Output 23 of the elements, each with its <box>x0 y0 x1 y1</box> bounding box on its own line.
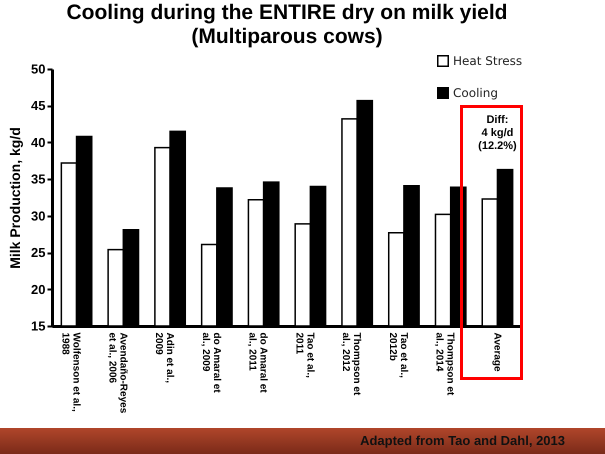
y-tick-label: 15 <box>31 318 46 334</box>
y-tick-label: 35 <box>31 172 46 187</box>
x-tick-label: do Amaral et al., 2009 <box>200 332 222 394</box>
y-axis-title: Milk Production, kg/d <box>7 127 24 269</box>
y-tick-label: 20 <box>31 282 46 297</box>
y-tick-label: 50 <box>31 62 46 76</box>
x-tick-label: Wolfenson et al., 1988 <box>60 332 82 412</box>
x-tick-label: Average <box>491 332 502 372</box>
x-tick-label: Tao et al., 2012b <box>386 332 409 378</box>
x-tick-label: Thompson et al., 2012 <box>340 332 362 396</box>
x-tick-label: Avendaño-Reyes et al., 2006 <box>106 332 128 414</box>
y-tick-label: 25 <box>31 245 46 260</box>
legend-label: Cooling <box>453 86 498 100</box>
annotation: Diff: 4 kg/d (12.2%) <box>478 114 518 152</box>
x-tick-label: Adin et al., 2009 <box>153 332 176 384</box>
text: Adapted from Tao and Dahl, 2013 <box>0 428 605 454</box>
legend-label: Heat Stress <box>453 54 522 68</box>
chart-title: Cooling during the ENTIRE dry on milk yield (Multiparous cows) <box>66 1 508 48</box>
y-tick-label: 45 <box>31 98 46 114</box>
x-tick-label: Thompson et al., 2014 <box>434 332 456 396</box>
y-tick-label: 30 <box>31 208 46 224</box>
x-tick-label: Tao et al., 2011 <box>293 332 316 378</box>
y-tick-label: 40 <box>31 134 46 150</box>
